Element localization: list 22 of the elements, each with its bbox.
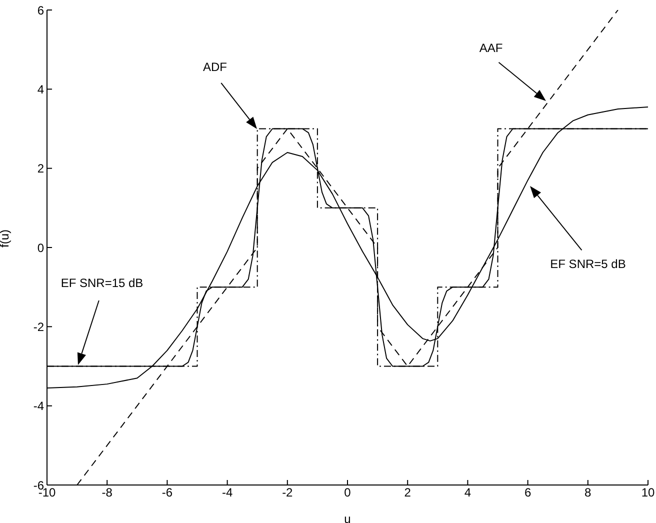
x-tick-label: 8 — [584, 486, 592, 500]
y-axis-title: f(u) — [0, 229, 12, 248]
y-tick-label: -4 — [33, 399, 44, 414]
x-tick-label: 2 — [404, 486, 412, 500]
x-tick-label: 6 — [524, 486, 532, 500]
x-tick-label: 4 — [464, 486, 472, 500]
y-tick-label: -2 — [33, 320, 44, 334]
x-tick-label: 0 — [344, 486, 352, 500]
y-tick-label: 4 — [37, 82, 44, 96]
annotation: EF SNR=15 dB — [60, 276, 144, 290]
y-tick-label: 2 — [37, 162, 44, 176]
annotation: AAF — [479, 41, 503, 55]
x-tick-label: -8 — [102, 486, 113, 500]
annotation: EF SNR=5 dB — [550, 257, 626, 271]
x-tick-label: -4 — [222, 486, 233, 500]
x-tick-label: -6 — [162, 486, 173, 500]
y-tick-label: 6 — [37, 3, 44, 18]
x-tick-label: -2 — [282, 486, 294, 500]
x-tick-label: 10 — [641, 486, 655, 500]
x-axis-title: u — [344, 512, 351, 523]
y-tick-label: 0 — [37, 240, 44, 255]
annotation: ADF — [203, 60, 227, 74]
